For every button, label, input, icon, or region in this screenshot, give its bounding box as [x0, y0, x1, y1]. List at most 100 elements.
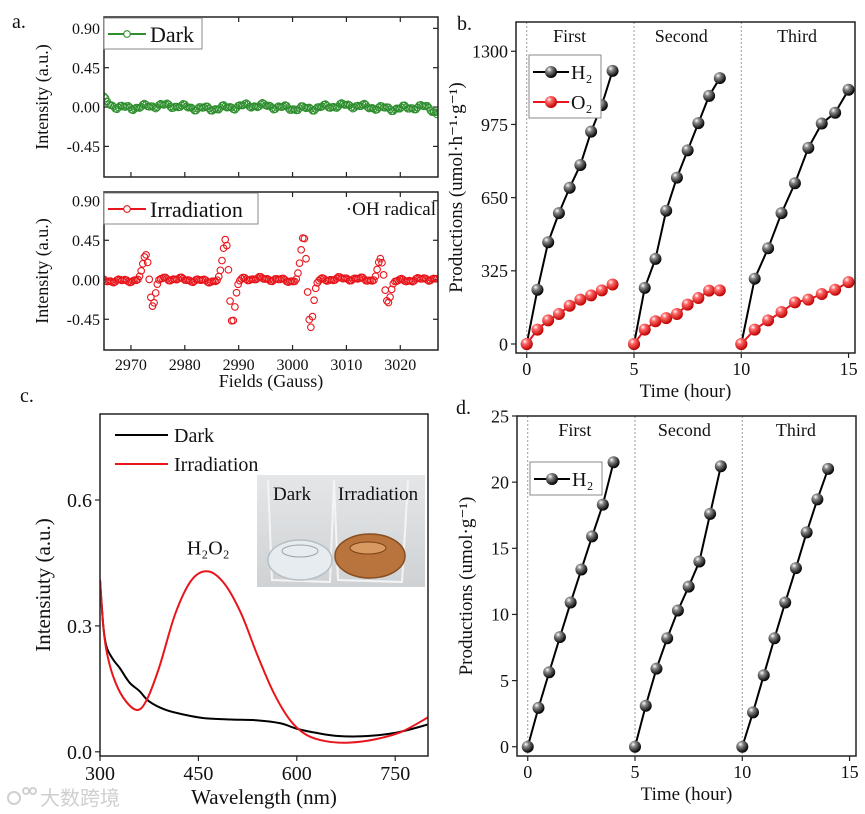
data-point: [585, 125, 598, 138]
y-tick-label: 15: [491, 539, 509, 559]
data-point: [574, 293, 587, 306]
inset-label-irradiation: Irradiation: [338, 484, 419, 505]
data-point: [574, 158, 587, 171]
data-point: [788, 296, 801, 309]
data-point: [775, 306, 788, 319]
data-point: [297, 245, 306, 254]
data-point: [747, 706, 760, 719]
data-point: [218, 256, 226, 265]
legend-label: Irradiation: [150, 197, 243, 222]
y-tick-label: 0.00: [72, 100, 100, 117]
data-point: [234, 280, 242, 289]
x-tick-label: 15: [841, 762, 859, 782]
data-point: [563, 299, 576, 312]
run-label: Second: [655, 26, 708, 46]
y-tick-label: -0.45: [67, 139, 100, 156]
data-point: [310, 296, 318, 305]
data-point: [138, 100, 147, 109]
data-point: [660, 204, 673, 217]
legend-label: Irradiation: [174, 454, 258, 476]
y-tick-label: 650: [481, 188, 508, 208]
glass-dark-icon: [267, 479, 335, 584]
data-point: [222, 241, 231, 250]
data-point: [378, 258, 386, 267]
axes-frame: [103, 16, 439, 178]
data-point: [200, 103, 209, 112]
data-point: [713, 72, 726, 85]
data-point: [147, 293, 155, 302]
y-tick-label: -0.45: [67, 312, 100, 329]
legend: Dark Irradiation: [115, 425, 258, 476]
y-tick-label: 0: [500, 737, 509, 757]
data-point: [279, 102, 288, 111]
x-tick-label: 750: [380, 763, 410, 785]
watermark-logo-icon: [7, 787, 37, 805]
legend: Dark: [103, 17, 203, 50]
data-point: [829, 106, 842, 119]
data-point: [386, 293, 394, 301]
legend-marker: [123, 30, 131, 38]
data-point: [789, 562, 802, 575]
data-point: [629, 740, 642, 753]
data-point: [520, 337, 533, 350]
data-point: [229, 316, 238, 325]
data-point: [585, 289, 598, 302]
data-point: [788, 177, 801, 190]
data-point: [815, 117, 828, 130]
data-point: [433, 110, 438, 119]
legend-marker: [123, 205, 131, 213]
data-point: [216, 266, 225, 275]
plot-area: [520, 64, 855, 350]
y-axis-label: Productions (umol·g⁻¹): [456, 497, 477, 676]
data-point: [681, 144, 694, 157]
y-tick-label: 0: [499, 334, 508, 354]
data-point: [376, 254, 385, 263]
data-point: [586, 530, 599, 543]
y-tick-label: 0.90: [72, 21, 100, 38]
y-tick-label: 0.45: [72, 233, 100, 250]
x-tick-label: 450: [183, 763, 213, 785]
data-point: [308, 312, 317, 321]
x-tick-label: 3000: [277, 357, 309, 374]
data-point: [552, 308, 565, 321]
data-point: [842, 83, 855, 96]
x-tick-label: 3020: [384, 357, 416, 374]
data-point: [379, 271, 388, 279]
x-tick-label: 3010: [330, 357, 362, 374]
data-point: [138, 259, 147, 268]
run-label: Third: [776, 420, 816, 440]
data-point: [302, 254, 310, 263]
y-tick-label: 25: [491, 406, 509, 426]
meniscus-irradiation: [349, 541, 387, 555]
data-point: [226, 297, 234, 305]
legend-marker: [545, 66, 557, 78]
series-line-2: [633, 77, 721, 345]
axes-frame: [515, 21, 856, 354]
data-point: [660, 312, 673, 325]
legend-marker: [545, 96, 557, 108]
data-point: [822, 462, 835, 475]
panel-label: d.: [456, 397, 471, 419]
panel-d: 0 5 10 15 20 25 0 5 10 15 Time (hour) Productions (…: [456, 406, 859, 805]
panel-c: 0.0 0.3 0.6 300 450 600 750 Wavelength (nm) Inte…: [31, 413, 429, 809]
data-point: [232, 288, 241, 297]
data-point: [143, 258, 152, 267]
data-point: [762, 314, 775, 327]
data-point: [300, 234, 309, 243]
data-point: [177, 101, 186, 110]
y-axis-label: Intensiuty (a.u.): [31, 518, 55, 652]
data-point: [303, 288, 312, 296]
x-tick-label: 10: [733, 762, 751, 782]
inset-label-dark: Dark: [273, 484, 311, 505]
data-point: [104, 92, 108, 101]
data-point: [762, 242, 775, 255]
panel-a-dark: 0.90 0.45 0.00 -0.45 Intensity (a.u.) Dark: [32, 16, 439, 178]
data-point: [736, 740, 749, 753]
data-point: [433, 274, 438, 283]
annotation-h2o2: H₂O₂: [187, 538, 230, 560]
axes-frame: [103, 191, 439, 351]
legend-box: [528, 54, 602, 119]
annotation: ·OH radical: [346, 199, 436, 220]
data-point: [150, 298, 158, 307]
x-tick-label: 0: [522, 359, 531, 379]
